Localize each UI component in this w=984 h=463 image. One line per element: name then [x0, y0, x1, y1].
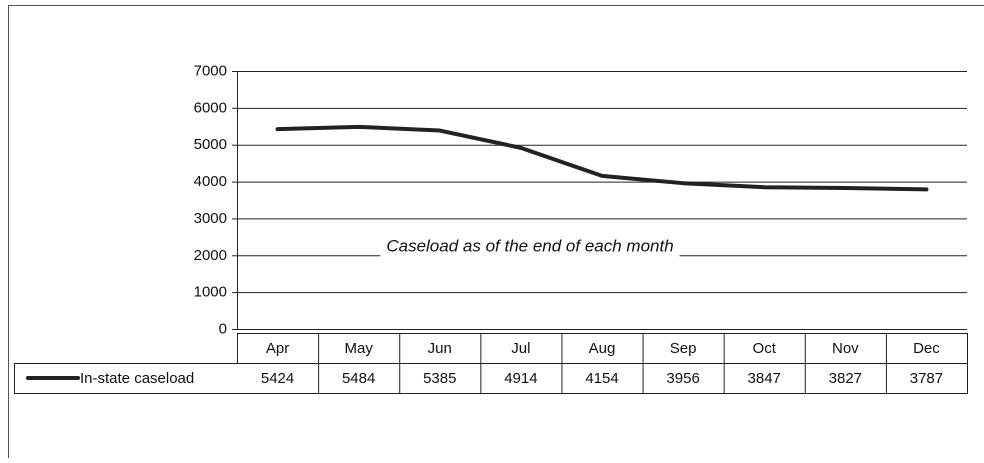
table-value: 5424: [261, 370, 294, 387]
table-value: 3827: [829, 370, 862, 387]
table-value: 5484: [342, 370, 375, 387]
table-value: 4914: [504, 370, 537, 387]
y-tick-label: 4000: [194, 173, 227, 190]
table-value: 3956: [666, 370, 699, 387]
y-tick-label: 6000: [194, 99, 227, 116]
legend-label: In-state caseload: [80, 370, 194, 387]
y-tick-label: 5000: [194, 136, 227, 153]
x-tick-label: Oct: [753, 340, 777, 357]
x-tick-label: Jun: [428, 340, 452, 357]
y-tick-label: 3000: [194, 210, 227, 227]
y-tick-label: 7000: [194, 62, 227, 79]
x-tick-label: Jul: [511, 340, 530, 357]
x-tick-label: May: [344, 340, 373, 357]
table-value: 4154: [585, 370, 618, 387]
x-tick-label: Nov: [832, 340, 859, 357]
table-value: 3847: [748, 370, 781, 387]
frame: [9, 6, 984, 459]
table-value: 3787: [910, 370, 943, 387]
x-tick-label: Aug: [589, 340, 616, 357]
table-value: 5385: [423, 370, 456, 387]
x-tick-label: Sep: [670, 340, 697, 357]
x-tick-label: Dec: [913, 340, 940, 357]
y-tick-label: 2000: [194, 247, 227, 264]
y-tick-label: 0: [219, 320, 227, 337]
x-tick-label: Apr: [266, 340, 289, 357]
y-tick-label: 1000: [194, 284, 227, 301]
annotation: Caseload as of the end of each month: [386, 236, 673, 255]
